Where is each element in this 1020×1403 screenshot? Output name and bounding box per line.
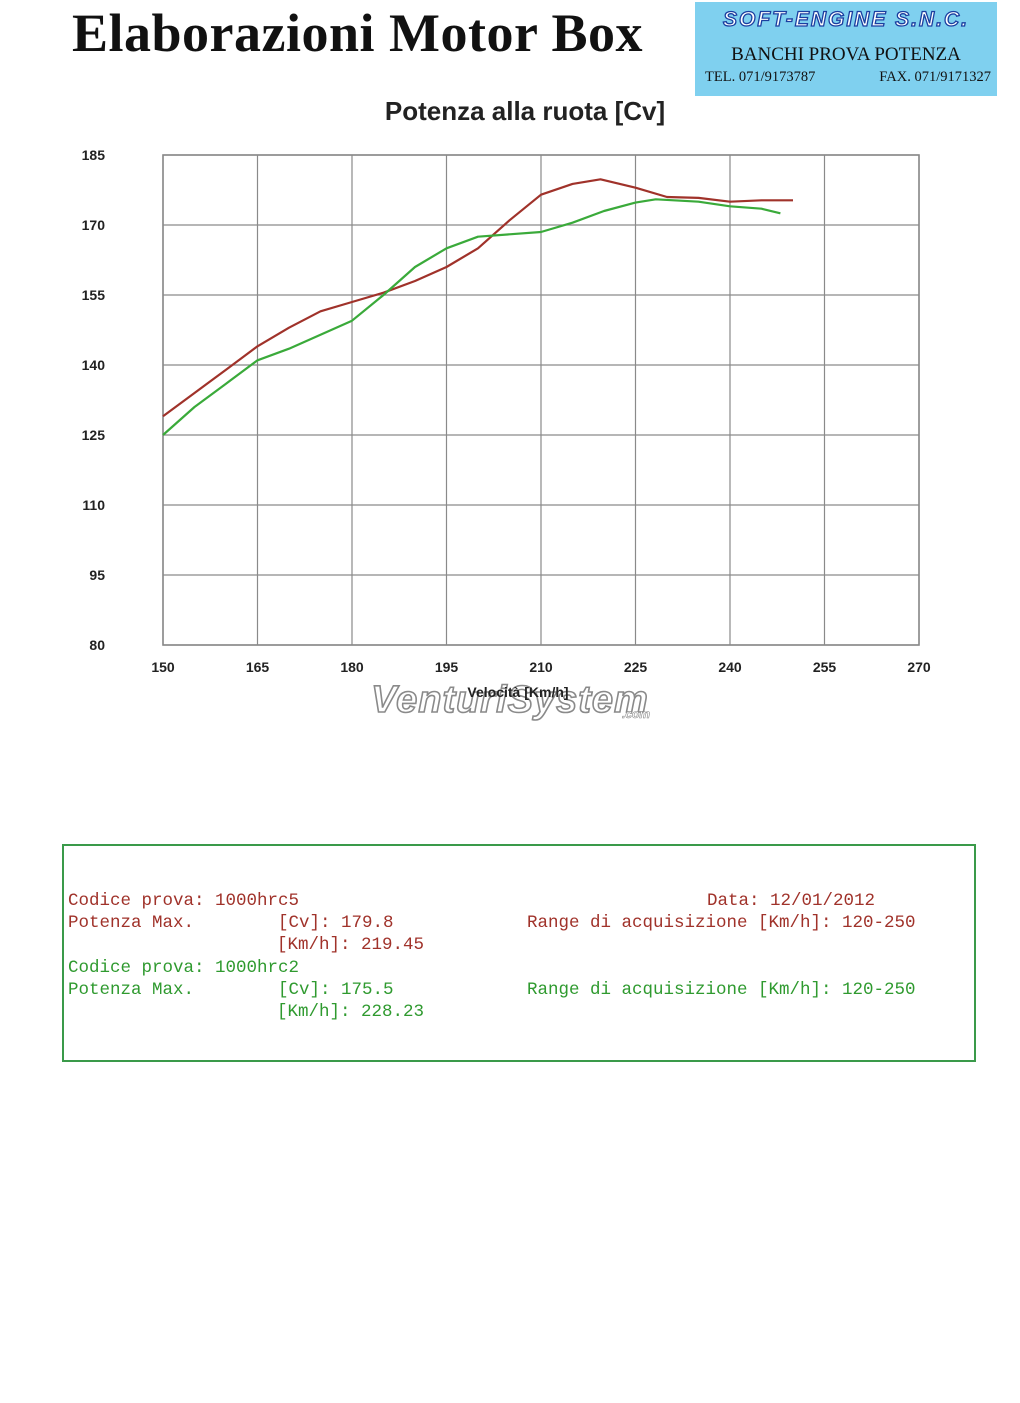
y-tick-labels: 185 170 155 140 125 110 95 80 [82,147,106,653]
x-tick-label: 180 [340,659,364,675]
x-tick-label: 255 [813,659,837,675]
test2-code: Codice prova: 1000hrc2 [68,958,300,978]
test2-range: Range di acquisizione [Km/h]: 120-250 [527,980,916,1000]
x-tick-label: 165 [246,659,270,675]
x-tick-label: 150 [151,659,175,675]
test1-code: Codice prova: 1000hrc5 [68,891,300,911]
x-tick-labels: 150 165 180 195 210 225 240 255 270 [151,659,931,675]
x-tick-label: 225 [624,659,648,675]
y-tick-label: 185 [82,147,106,163]
y-tick-label: 125 [82,427,106,443]
series-line-1 [162,178,793,418]
x-tick-label: 210 [529,659,553,675]
y-tick-label: 155 [82,287,106,303]
test1-speed: [Km/h]: 219.45 [277,935,425,955]
stamp-subtitle: BANCHI PROVA POTENZA [731,44,961,65]
x-tick-label: 270 [907,659,931,675]
test1-range: Range di acquisizione [Km/h]: 120-250 [527,913,916,933]
test1-date: Data: 12/01/2012 [707,891,876,911]
y-tick-label: 140 [82,357,106,373]
y-tick-label: 80 [89,637,105,653]
test2-power: Potenza Max. [Cv]: 175.5 [68,980,394,1000]
company-stamp: SOFT-ENGINE S.N.C. BANCHI PROVA POTENZA … [695,2,997,96]
series-line-2 [162,198,781,436]
series-lines [162,178,793,436]
stamp-company-name: SOFT-ENGINE S.N.C. [722,7,970,31]
watermark-text: VenturiSystem [371,679,649,721]
chart-title: Potenza alla ruota [Cv] [384,96,666,126]
watermark-logo: VenturiSystem .com [370,678,650,722]
x-tick-label: 240 [718,659,742,675]
power-chart: 185 170 155 140 125 110 95 80 150 165 180 195 210 22… [82,147,931,722]
watermark-suffix: .com [622,707,650,721]
grid-lines [162,154,920,646]
y-tick-label: 170 [82,217,106,233]
x-tick-label: 195 [435,659,459,675]
stamp-tel: TEL. 071/9173787 [705,69,816,85]
stamp-fax: FAX. 071/9171327 [879,69,991,85]
test2-speed: [Km/h]: 228.23 [277,1002,425,1022]
page-title: Elaborazioni Motor Box [72,3,643,63]
y-tick-label: 110 [82,497,105,513]
y-tick-label: 95 [89,567,105,583]
test1-power: Potenza Max. [Cv]: 179.8 [68,913,394,933]
x-axis-label: Velocità [Km/h] [467,684,568,700]
results-box: Codice prova: 1000hrc5 Data: 12/01/2012 … [62,844,976,1062]
